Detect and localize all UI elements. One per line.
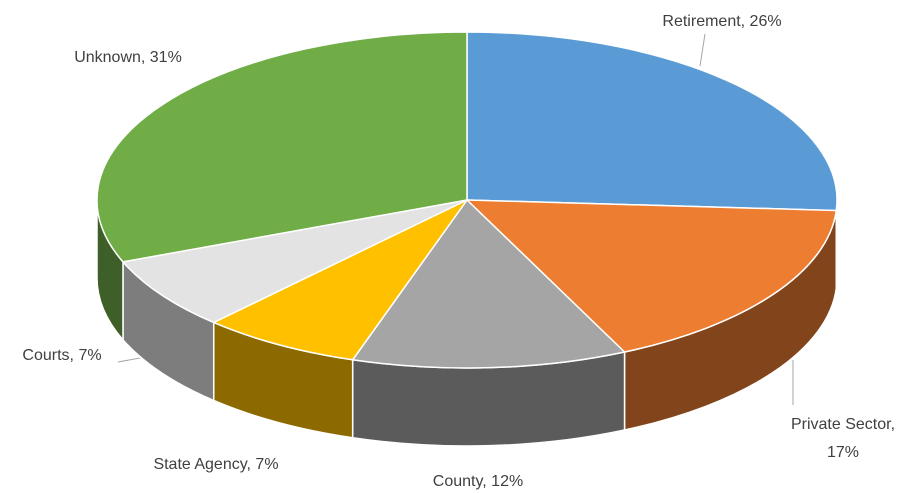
data-label: Unknown, 31% — [74, 49, 182, 66]
slice — [351, 198, 627, 369]
data-label: Courts, 7% — [22, 347, 101, 364]
slice — [465, 199, 838, 353]
leader-line — [699, 33, 706, 67]
data-label: Private Sector, 17% — [791, 416, 895, 461]
slice — [466, 31, 838, 212]
slice — [96, 31, 468, 263]
data-label: State Agency, 7% — [153, 456, 278, 473]
data-label: Retirement, 26% — [662, 13, 781, 30]
slice — [211, 199, 468, 361]
slice — [121, 199, 468, 324]
data-label: County, 12% — [433, 473, 523, 490]
leader-line — [117, 357, 141, 363]
